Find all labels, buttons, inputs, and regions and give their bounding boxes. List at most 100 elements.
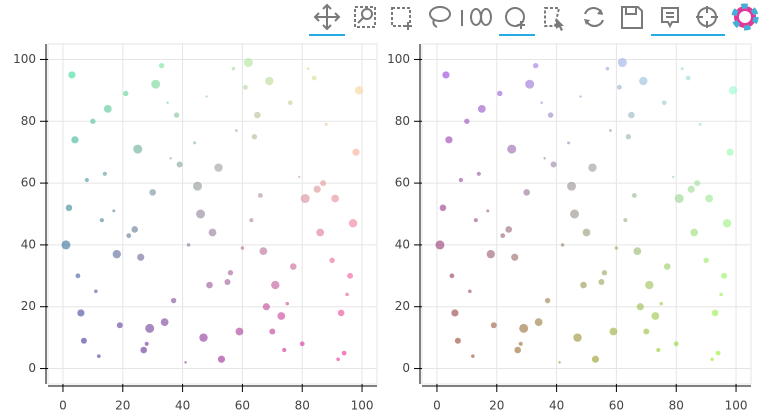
- point: [287, 100, 293, 106]
- point: [249, 218, 254, 223]
- plot: 0 20 40 60 80 100 0 20 40 60 80 100: [387, 43, 752, 413]
- x-tick-label: 60: [609, 399, 624, 413]
- point: [661, 100, 667, 106]
- active-indicator: [499, 34, 535, 36]
- reset-tool[interactable]: [584, 7, 604, 27]
- point: [99, 218, 104, 223]
- point: [500, 233, 506, 239]
- point: [518, 341, 523, 346]
- x-tick-label: 80: [295, 399, 310, 413]
- point: [532, 62, 539, 69]
- point: [227, 270, 234, 276]
- point: [347, 272, 354, 279]
- point: [80, 337, 87, 344]
- pan-tool[interactable]: [313, 3, 341, 31]
- point: [94, 289, 98, 294]
- point: [547, 112, 554, 118]
- point: [123, 90, 129, 97]
- bokeh-logo[interactable]: [731, 3, 759, 31]
- point: [435, 240, 445, 250]
- point: [673, 341, 679, 347]
- point: [166, 101, 169, 104]
- wheel-zoom-tool[interactable]: [461, 8, 492, 26]
- point: [324, 122, 328, 126]
- point: [623, 218, 628, 223]
- point: [605, 66, 610, 71]
- point: [251, 134, 258, 140]
- point: [580, 281, 587, 289]
- point: [140, 346, 147, 354]
- point: [300, 194, 310, 204]
- point: [471, 354, 475, 358]
- point: [316, 228, 325, 237]
- point: [199, 333, 208, 342]
- point: [609, 327, 618, 336]
- point: [231, 66, 236, 71]
- point: [685, 75, 691, 81]
- point: [61, 240, 71, 250]
- point: [710, 357, 714, 362]
- lasso-select-tool[interactable]: [429, 6, 451, 28]
- point: [243, 58, 253, 68]
- point: [694, 180, 701, 187]
- point: [726, 148, 734, 156]
- y-tick-label: 80: [395, 114, 410, 128]
- point: [715, 350, 721, 356]
- y-tick-label: 100: [387, 52, 410, 66]
- point: [193, 141, 197, 145]
- point: [196, 209, 206, 219]
- point: [477, 105, 486, 113]
- point: [354, 86, 364, 95]
- x-tick-label: 0: [433, 399, 441, 413]
- point: [690, 228, 699, 237]
- point: [71, 136, 79, 144]
- point: [449, 273, 455, 279]
- save-tool[interactable]: [621, 6, 643, 29]
- hover-tool[interactable]: [661, 7, 679, 29]
- point: [721, 272, 728, 279]
- point: [320, 180, 327, 187]
- point: [451, 309, 459, 317]
- point: [505, 226, 513, 233]
- x-tick-label: 40: [549, 399, 564, 413]
- point: [687, 185, 695, 193]
- point: [507, 144, 517, 154]
- x-tick-label: 0: [59, 399, 67, 413]
- point: [711, 309, 719, 317]
- point: [464, 118, 470, 124]
- point: [458, 177, 463, 183]
- point: [473, 218, 478, 223]
- point: [633, 247, 642, 255]
- zoom-in-tool[interactable]: [505, 7, 525, 29]
- point: [579, 95, 582, 98]
- point: [598, 279, 605, 285]
- box-select-tool[interactable]: [391, 7, 412, 30]
- point: [313, 185, 321, 193]
- poly-select-tool[interactable]: [544, 7, 564, 31]
- point: [169, 157, 172, 160]
- point: [103, 105, 112, 113]
- x-tick-label: 100: [725, 399, 748, 413]
- point: [112, 249, 121, 259]
- point: [277, 312, 286, 320]
- x-tick-label: 60: [235, 399, 250, 413]
- point: [534, 318, 543, 327]
- point: [582, 228, 591, 237]
- point: [560, 243, 565, 247]
- point: [160, 318, 169, 327]
- point: [126, 233, 132, 239]
- y-tick-label: 80: [21, 114, 36, 128]
- crosshair-tool[interactable]: [696, 6, 718, 28]
- point: [240, 246, 245, 250]
- point: [550, 161, 557, 168]
- point: [591, 355, 600, 363]
- point: [573, 333, 582, 342]
- point: [90, 118, 96, 124]
- point: [608, 129, 612, 133]
- point: [486, 209, 490, 213]
- point: [289, 263, 297, 270]
- box-zoom-tool[interactable]: [354, 6, 376, 28]
- point: [523, 189, 530, 196]
- point: [439, 204, 447, 212]
- point: [645, 280, 654, 290]
